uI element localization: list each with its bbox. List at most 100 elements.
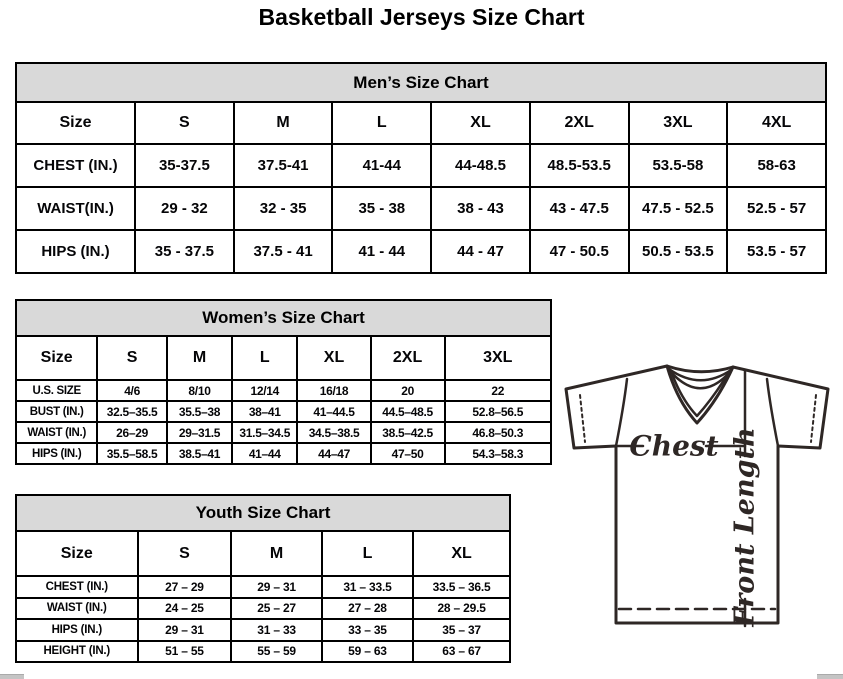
table-row: HIPS (IN.) 35 - 37.5 37.5 - 41 41 - 44 44 - … [14,229,827,274]
table-row: WAIST (IN.) 26–29 29–31.5 31.5–34.5 34.5–38.… [14,421,552,444]
size-value-cell: 47 - 50.5 [528,229,630,274]
size-value-cell: 59 – 63 [320,639,415,663]
table-row: WAIST (IN.) 24 – 25 25 – 27 27 – 28 28 – 29.… [15,596,511,620]
row-label: CHEST (IN.) [14,143,137,188]
row-label: BUST (IN.) [14,400,99,423]
size-value-cell: 38–41 [231,400,299,423]
size-value-cell: 33.5 – 36.5 [412,575,511,599]
size-value-cell: 29 - 32 [134,186,235,231]
table-title: Youth Size Chart [15,494,511,532]
column-header: M [230,530,323,577]
size-value-cell: 35-37.5 [134,143,235,188]
size-value-cell: 41-44 [331,143,433,188]
size-value-cell: 35.5–38 [165,400,234,423]
size-value-cell: 35 - 38 [331,186,433,231]
size-value-cell: 32 - 35 [232,186,334,231]
size-value-cell: 37.5 - 41 [232,229,334,274]
size-value-cell: 20 [369,379,446,402]
size-value-cell: 54.3–58.3 [443,442,552,465]
size-value-cell: 27 – 29 [136,575,233,599]
size-value-cell: 16/18 [296,379,372,402]
column-header: 3XL [443,335,552,381]
size-value-cell: 4/6 [96,379,168,402]
column-header: 4XL [726,101,827,145]
size-value-cell: 44-48.5 [430,143,531,188]
size-value-cell: 31.5–34.5 [231,421,299,444]
size-value-cell: 8/10 [165,379,234,402]
table-title: Women’s Size Chart [15,299,552,337]
size-value-cell: 35.5–58.5 [96,442,168,465]
size-value-cell: 27 – 28 [320,596,415,620]
right-body-seam [765,377,780,448]
column-header: Size [15,530,139,577]
size-value-cell: 55 – 59 [230,639,323,663]
size-value-cell: 24 – 25 [136,596,233,620]
column-header: M [232,101,334,145]
column-header: S [136,530,233,577]
size-value-cell: 52.5 - 57 [726,186,827,231]
column-header: S [96,335,168,381]
size-value-cell: 44.5–48.5 [369,400,446,423]
size-value-cell: 25 – 27 [230,596,323,620]
table-row: HEIGHT (IN.) 51 – 55 55 – 59 59 – 63 63 – 67 [15,639,511,663]
chest-label: Chest [629,430,718,463]
size-value-cell: 41–44 [231,442,299,465]
size-value-cell: 22 [443,379,552,402]
size-value-cell: 29 – 31 [230,575,323,599]
size-value-cell: 63 – 67 [412,639,511,663]
vneck-outer [665,364,735,425]
column-header: 2XL [369,335,446,381]
row-label: HIPS (IN.) [14,442,99,465]
table-row: U.S. SIZE 4/6 8/10 12/14 16/18 20 22 [14,379,552,402]
size-value-cell: 12/14 [231,379,299,402]
size-value-cell: 29–31.5 [165,421,234,444]
table-row: CHEST (IN.) 35-37.5 37.5-41 41-44 44-48.5 48.… [14,143,827,188]
size-value-cell: 51 – 55 [136,639,233,663]
left-sleeve-dashed-line [579,394,586,443]
table-row: HIPS (IN.) 35.5–58.5 38.5–41 41–44 44–47 47–5… [14,442,552,465]
column-header: XL [412,530,511,577]
size-value-cell: 38 - 43 [430,186,531,231]
size-value-cell: 34.5–38.5 [296,421,372,444]
horizontal-scrollbar-fragment-left[interactable] [0,674,24,679]
size-value-cell: 48.5-53.5 [528,143,630,188]
table-row: WAIST(IN.) 29 - 32 32 - 35 35 - 38 38 - 43 43… [14,186,827,231]
column-header: L [331,101,433,145]
size-value-cell: 29 – 31 [136,618,233,642]
size-value-cell: 47.5 - 52.5 [627,186,729,231]
size-value-cell: 32.5–35.5 [96,400,168,423]
table-title: Men’s Size Chart [15,62,827,103]
size-value-cell: 41 - 44 [331,229,433,274]
page-title: Basketball Jerseys Size Chart [258,4,585,30]
column-header: XL [430,101,531,145]
size-value-cell: 31 – 33.5 [320,575,415,599]
size-value-cell: 58-63 [726,143,827,188]
column-header: XL [296,335,372,381]
row-label: WAIST(IN.) [14,186,137,231]
size-value-cell: 28 – 29.5 [412,596,511,620]
size-value-cell: 38.5–41 [165,442,234,465]
size-value-cell: 38.5–42.5 [369,421,446,444]
column-header: Size [14,335,99,381]
horizontal-scrollbar-fragment-right[interactable] [817,674,843,679]
size-value-cell: 33 – 35 [320,618,415,642]
column-header: M [165,335,234,381]
size-value-cell: 44–47 [296,442,372,465]
size-value-cell: 41–44.5 [296,400,372,423]
column-header: L [231,335,299,381]
right-sleeve-dashed-line [810,394,817,443]
collar-band-arc-1 [667,367,733,382]
size-value-cell: 53.5-58 [627,143,729,188]
column-header: Size [14,101,137,145]
jersey-outline [564,364,830,625]
row-label: WAIST (IN.) [15,596,139,620]
row-label: HIPS (IN.) [14,229,137,274]
front-length-label: Front Length [730,427,761,627]
table-row: BUST (IN.) 32.5–35.5 35.5–38 38–41 41–44.5 44… [14,400,552,423]
size-value-cell: 53.5 - 57 [726,229,827,274]
size-value-cell: 52.8–56.5 [443,400,552,423]
table-row: CHEST (IN.) 27 – 29 29 – 31 31 – 33.5 33.5 –… [15,575,511,599]
womens-size-table: Women’s Size Chart Size S M L XL 2XL 3XL U.S. SI… [14,299,552,465]
column-header: 3XL [627,101,729,145]
size-value-cell: 26–29 [96,421,168,444]
